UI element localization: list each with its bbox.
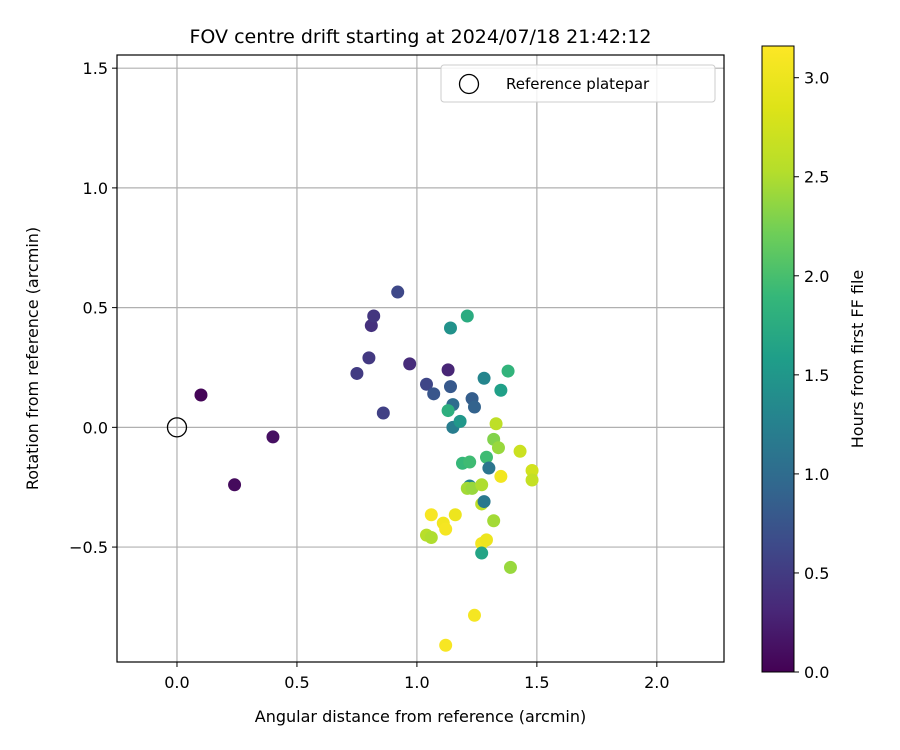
data-point	[443, 321, 457, 335]
x-tick-label: 2.0	[644, 673, 669, 692]
chart-title: FOV centre drift starting at 2024/07/18 …	[189, 26, 651, 48]
data-point	[477, 371, 491, 385]
data-point	[453, 414, 467, 428]
legend: Reference platepar	[440, 64, 716, 103]
colorbar-tick-label: 1.5	[804, 366, 829, 385]
colorbar: 0.0 0.5 1.0 1.5 2.0 2.5 3.0 Hours from first F…	[761, 45, 867, 682]
data-point	[525, 463, 539, 477]
y-tick-label: 0.5	[83, 299, 108, 318]
legend-box	[440, 64, 716, 103]
data-point	[362, 351, 376, 365]
data-point	[489, 417, 503, 431]
colorbar-gradient	[761, 45, 795, 673]
data-point	[463, 455, 477, 469]
colorbar-tick-label: 3.0	[804, 69, 829, 88]
data-point	[427, 387, 441, 401]
colorbar-tick-label: 0.5	[804, 564, 829, 583]
data-point	[443, 380, 457, 394]
data-point	[424, 508, 438, 522]
colorbar-label: Hours from first FF file	[848, 270, 867, 449]
data-point	[228, 478, 242, 492]
data-point	[494, 383, 508, 397]
data-point	[350, 366, 364, 380]
data-point	[503, 560, 517, 574]
x-axis-label: Angular distance from reference (arcmin)	[255, 707, 586, 726]
data-point	[494, 469, 508, 483]
colorbar-ticks: 0.0 0.5 1.0 1.5 2.0 2.5 3.0	[794, 69, 829, 682]
x-tick-label: 1.0	[404, 673, 429, 692]
data-point	[419, 377, 433, 391]
data-point	[391, 285, 405, 299]
data-point	[441, 404, 455, 418]
data-point	[460, 309, 474, 323]
y-axis-label: Rotation from reference (arcmin)	[23, 227, 42, 490]
x-tick-label: 0.0	[164, 673, 189, 692]
reference-platepar-marker	[166, 417, 188, 438]
data-point	[477, 495, 491, 509]
data-point	[467, 400, 481, 414]
data-point	[479, 450, 493, 464]
data-point	[439, 638, 453, 652]
data-point	[424, 530, 438, 544]
colorbar-tick-label: 1.0	[804, 465, 829, 484]
legend-marker	[458, 73, 480, 95]
colorbar-tick-label: 2.5	[804, 168, 829, 187]
data-point	[441, 363, 455, 377]
data-point	[376, 406, 390, 420]
colorbar-tick-label: 2.0	[804, 267, 829, 286]
x-tick-label: 0.5	[284, 673, 309, 692]
data-point	[439, 522, 453, 536]
data-point	[266, 430, 280, 444]
data-point	[513, 444, 527, 458]
data-point	[467, 608, 481, 622]
data-point	[491, 441, 505, 455]
legend-label: Reference platepar	[506, 75, 650, 93]
y-tick-label: −0.5	[69, 538, 108, 557]
reference-marker	[166, 417, 188, 438]
grid-lines	[117, 55, 724, 662]
y-tick-label: 1.0	[83, 179, 108, 198]
colorbar-tick-label: 0.0	[804, 663, 829, 682]
x-tick-label: 1.5	[524, 673, 549, 692]
data-point	[194, 388, 208, 402]
data-points	[194, 285, 539, 652]
y-ticks: −0.5 0.0 0.5 1.0 1.5	[69, 59, 117, 557]
data-point	[479, 533, 493, 547]
data-point	[475, 478, 489, 492]
plot-frame	[116, 54, 725, 663]
data-point	[487, 514, 501, 528]
data-point	[482, 461, 496, 475]
data-point	[475, 546, 489, 560]
data-point	[403, 357, 417, 371]
data-point	[367, 309, 381, 323]
data-point	[448, 508, 462, 522]
data-point	[501, 364, 515, 378]
y-tick-label: 0.0	[83, 418, 108, 437]
x-ticks: 0.0 0.5 1.0 1.5 2.0	[164, 662, 670, 692]
y-tick-label: 1.5	[83, 59, 108, 78]
data-point	[525, 473, 539, 487]
